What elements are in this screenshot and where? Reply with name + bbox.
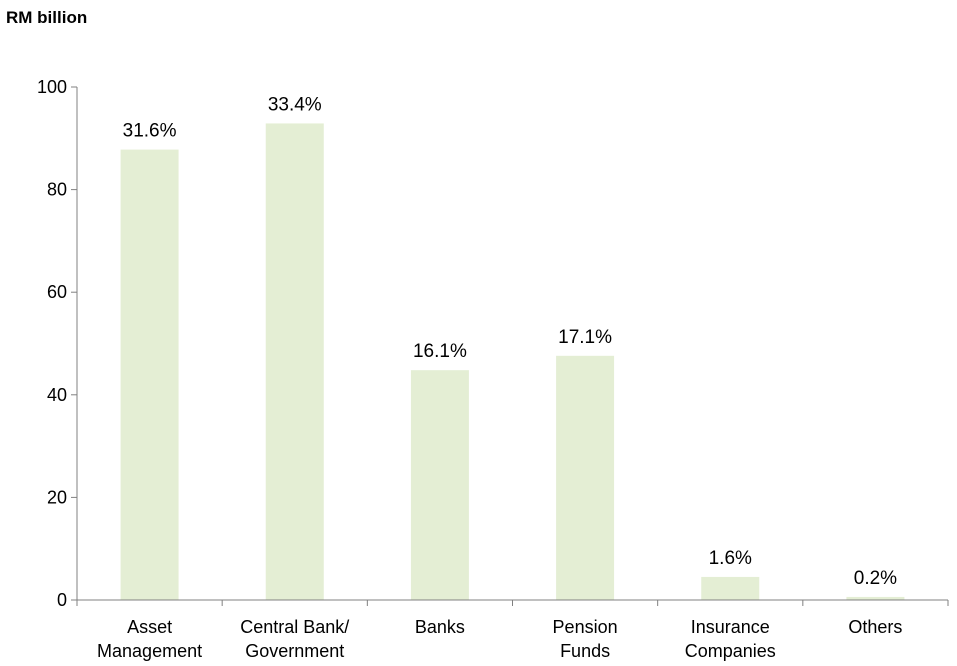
y-tick-label: 80 xyxy=(47,180,67,200)
x-tick-label: Companies xyxy=(685,641,776,661)
x-tick-label: Others xyxy=(848,617,902,637)
data-label: 17.1% xyxy=(558,327,612,348)
x-tick-label: Government xyxy=(245,641,344,661)
bar xyxy=(120,149,179,600)
bar xyxy=(265,123,324,600)
x-tick-label: Management xyxy=(97,641,202,661)
data-label: 31.6% xyxy=(123,121,177,142)
data-label: 0.2% xyxy=(854,568,897,589)
x-tick-label: Pension xyxy=(553,617,618,637)
bar xyxy=(410,370,469,600)
x-tick-label: Funds xyxy=(560,641,610,661)
data-labels: 31.6% 33.4% 16.1% 17.1% 1.6% 0.2% xyxy=(123,94,898,588)
x-tick-label: Central Bank/ xyxy=(240,617,349,637)
x-axis: Asset Management Central Bank/Government Ba… xyxy=(76,599,949,661)
bar xyxy=(556,355,615,600)
data-label: 16.1% xyxy=(413,341,467,362)
bar xyxy=(846,596,905,600)
y-axis: 0 20 40 60 80 100 xyxy=(37,77,78,610)
y-tick-label: 60 xyxy=(47,282,67,302)
y-axis-label: RM billion xyxy=(6,8,87,27)
x-tick-label: Banks xyxy=(415,617,465,637)
bar xyxy=(701,576,760,600)
data-label: 33.4% xyxy=(268,94,322,115)
y-tick-label: 40 xyxy=(47,385,67,405)
data-label: 1.6% xyxy=(709,548,752,569)
bars xyxy=(120,123,905,600)
y-tick-label: 0 xyxy=(57,590,67,610)
x-tick-label: Asset xyxy=(127,617,172,637)
x-tick-label: Insurance xyxy=(691,617,770,637)
y-tick-label: 100 xyxy=(37,77,67,97)
y-tick-label: 20 xyxy=(47,487,67,507)
